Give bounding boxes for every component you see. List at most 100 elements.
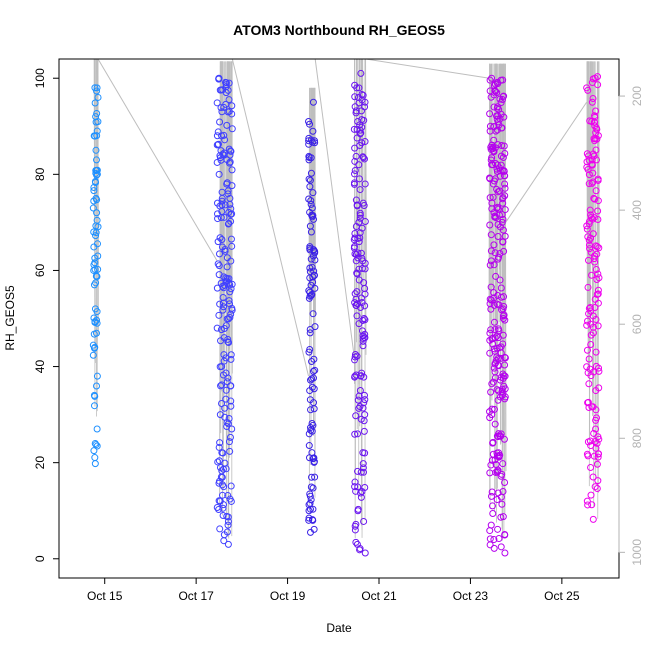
data-point — [359, 342, 367, 350]
data-point — [487, 247, 495, 255]
data-point — [493, 496, 501, 504]
data-point — [498, 500, 506, 508]
data-point — [307, 255, 315, 263]
data-point — [360, 202, 368, 210]
data-point — [217, 104, 225, 112]
data-point — [356, 209, 364, 217]
data-point — [499, 460, 507, 468]
x-tick-label: Oct 25 — [544, 589, 580, 603]
data-point — [492, 272, 500, 280]
data-point — [218, 449, 226, 457]
data-point — [593, 414, 601, 422]
data-point — [589, 75, 597, 83]
data-point — [589, 150, 597, 158]
y-tick-label: 60 — [33, 263, 47, 277]
data-point — [221, 247, 229, 255]
data-point — [586, 365, 594, 373]
data-point — [587, 307, 595, 315]
data-point — [584, 501, 592, 509]
data-point — [360, 391, 368, 399]
data-point — [487, 388, 495, 396]
y-tick-label: 100 — [33, 68, 47, 88]
data-point — [310, 525, 318, 533]
data-point — [594, 286, 602, 294]
data-point — [217, 326, 225, 334]
data-point — [594, 81, 602, 89]
data-point — [223, 423, 231, 431]
data-point — [594, 453, 602, 461]
data-point — [594, 450, 602, 458]
data-point — [356, 303, 364, 311]
data-point — [494, 525, 502, 533]
data-point — [583, 225, 591, 233]
data-point — [353, 312, 361, 320]
data-point — [307, 406, 315, 414]
data-point — [92, 156, 100, 164]
data-point — [498, 387, 506, 395]
data-point — [356, 386, 364, 394]
y2-tick-label: 200 — [630, 86, 644, 106]
data-point — [594, 299, 602, 307]
data-point — [219, 491, 227, 499]
data-point — [356, 214, 364, 222]
data-point — [489, 510, 497, 518]
data-point — [216, 525, 224, 533]
data-point — [214, 215, 222, 223]
data-point — [214, 260, 222, 268]
profile-line — [496, 63, 498, 489]
data-point — [355, 84, 363, 92]
data-point — [487, 283, 495, 291]
data-point — [361, 98, 369, 106]
y-tick-label: 0 — [33, 555, 47, 562]
data-point — [501, 149, 509, 157]
data-point — [94, 93, 102, 101]
x-tick-label: Oct 23 — [453, 589, 489, 603]
data-point — [309, 367, 317, 375]
data-point — [493, 185, 501, 193]
data-point — [215, 74, 223, 82]
y2-tick-label: 400 — [630, 200, 644, 220]
data-points — [89, 69, 603, 557]
data-point — [490, 544, 498, 552]
data-point — [216, 234, 224, 242]
data-point — [227, 147, 235, 155]
data-point — [487, 231, 495, 239]
data-point — [310, 246, 318, 254]
data-point — [308, 383, 316, 391]
data-point — [491, 420, 499, 428]
data-point — [497, 513, 505, 521]
data-point — [305, 501, 313, 509]
data-point — [487, 143, 495, 151]
data-point — [354, 249, 362, 257]
data-point — [90, 261, 98, 269]
data-point — [90, 187, 98, 195]
data-point — [500, 311, 508, 319]
data-point — [227, 397, 235, 405]
data-point — [491, 87, 499, 95]
data-point — [490, 241, 498, 249]
data-point — [352, 109, 360, 117]
data-point — [586, 206, 594, 214]
data-point — [350, 244, 358, 252]
data-point — [486, 221, 494, 229]
data-point — [93, 109, 101, 117]
data-point — [583, 497, 591, 505]
data-point — [227, 217, 235, 225]
data-point — [91, 84, 99, 92]
data-point — [351, 483, 359, 491]
data-point — [489, 193, 497, 201]
plot-box — [58, 58, 620, 579]
data-point — [352, 301, 360, 309]
data-point — [355, 404, 363, 412]
data-point — [224, 517, 232, 525]
data-point — [215, 271, 223, 279]
data-point — [500, 372, 508, 380]
x-tick-label: Oct 21 — [361, 589, 397, 603]
data-point — [499, 312, 507, 320]
data-point — [491, 334, 499, 342]
data-point — [217, 382, 225, 390]
data-point — [486, 261, 494, 269]
data-point — [495, 327, 503, 335]
data-point — [501, 206, 509, 214]
data-point — [359, 335, 367, 343]
